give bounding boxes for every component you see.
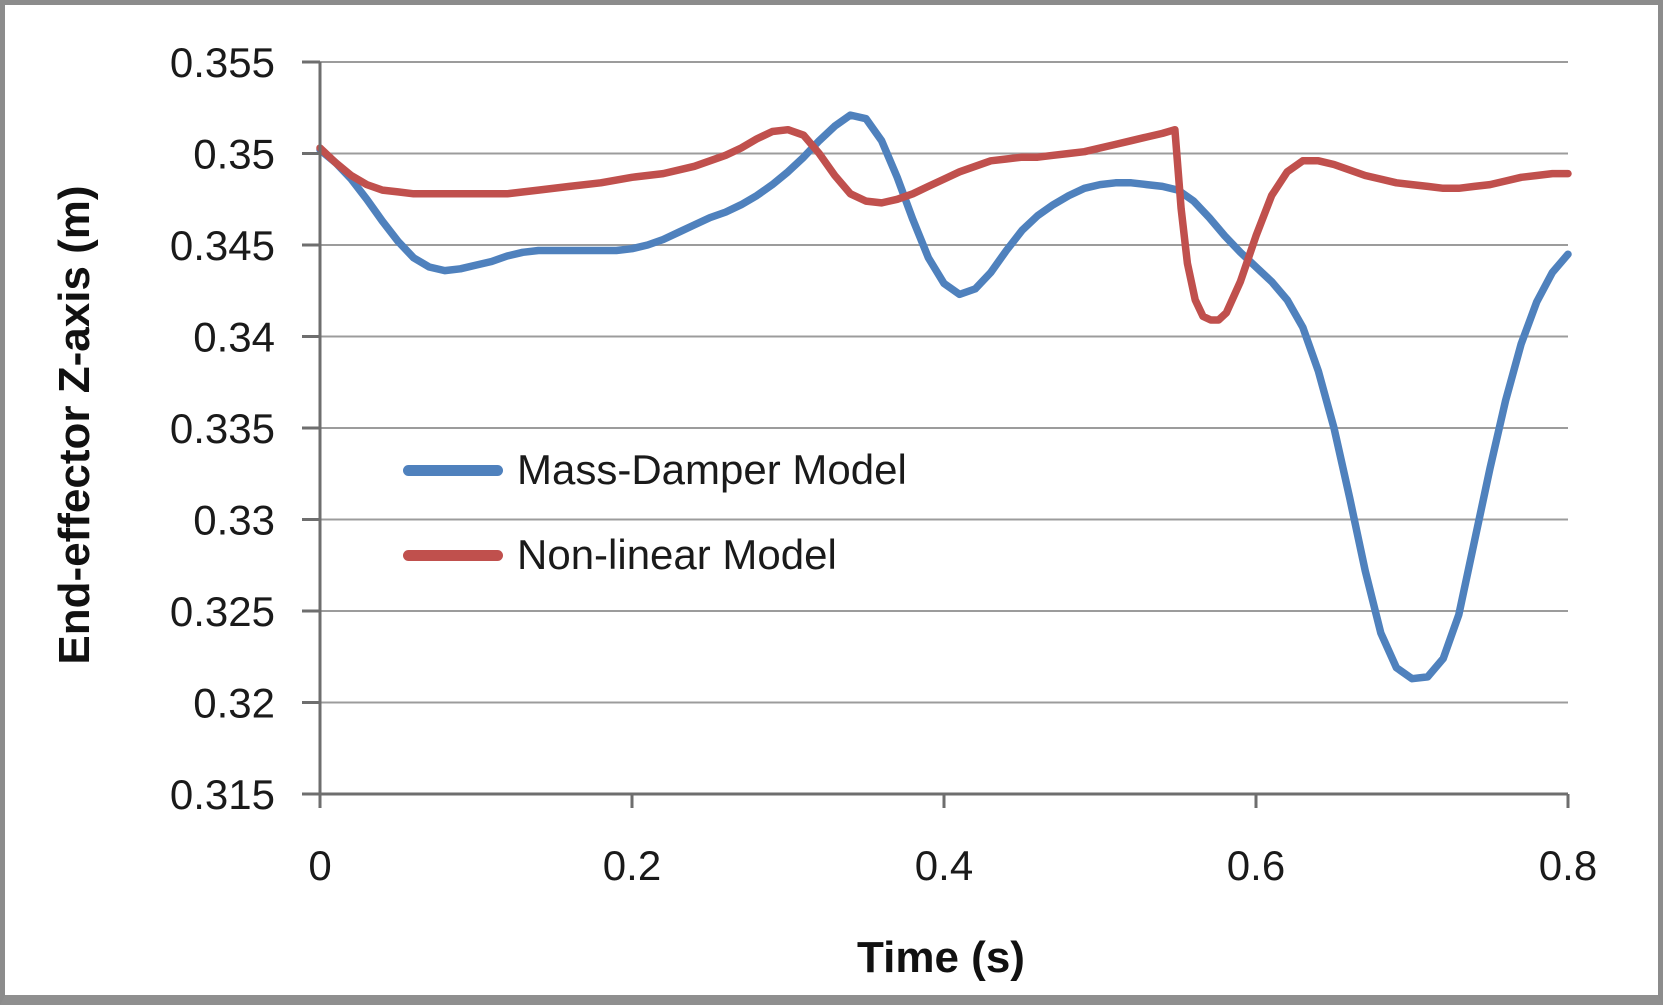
y-tick-label: 0.35 xyxy=(193,131,275,178)
y-tick-label: 0.315 xyxy=(170,771,275,818)
y-tick-label: 0.345 xyxy=(170,222,275,269)
chart-canvas: 0.355 0.35 0.345 0.34 0.335 0.33 0.325 0.32 0.31… xyxy=(170,39,1597,889)
x-tick-label: 0 xyxy=(308,842,331,889)
y-tick-label: 0.34 xyxy=(193,314,275,361)
x-axis-title: Time (s) xyxy=(857,933,1025,982)
legend-item-mass-damper: Mass-Damper Model xyxy=(403,446,907,493)
y-tick-label: 0.33 xyxy=(193,497,275,544)
legend-line-swatch xyxy=(403,464,503,476)
y-tick-label: 0.32 xyxy=(193,680,275,727)
legend-label: Mass-Damper Model xyxy=(517,446,907,493)
x-tick-label: 0.4 xyxy=(915,842,973,889)
x-tick-label: 0.8 xyxy=(1539,842,1597,889)
series-line-non-linear xyxy=(316,125,1572,324)
x-tick-label: 0.2 xyxy=(603,842,661,889)
y-tick-label: 0.325 xyxy=(170,588,275,635)
legend-label: Non-linear Model xyxy=(517,531,837,578)
y-axis-title: End-effector Z-axis (m) xyxy=(50,185,99,665)
y-tick-label: 0.335 xyxy=(170,405,275,452)
x-tick-label: 0.6 xyxy=(1227,842,1285,889)
series-line-mass-damper xyxy=(316,111,1572,683)
y-tick-label: 0.355 xyxy=(170,39,275,86)
legend-line-swatch xyxy=(403,549,503,561)
legend-item-non-linear: Non-linear Model xyxy=(403,531,837,578)
